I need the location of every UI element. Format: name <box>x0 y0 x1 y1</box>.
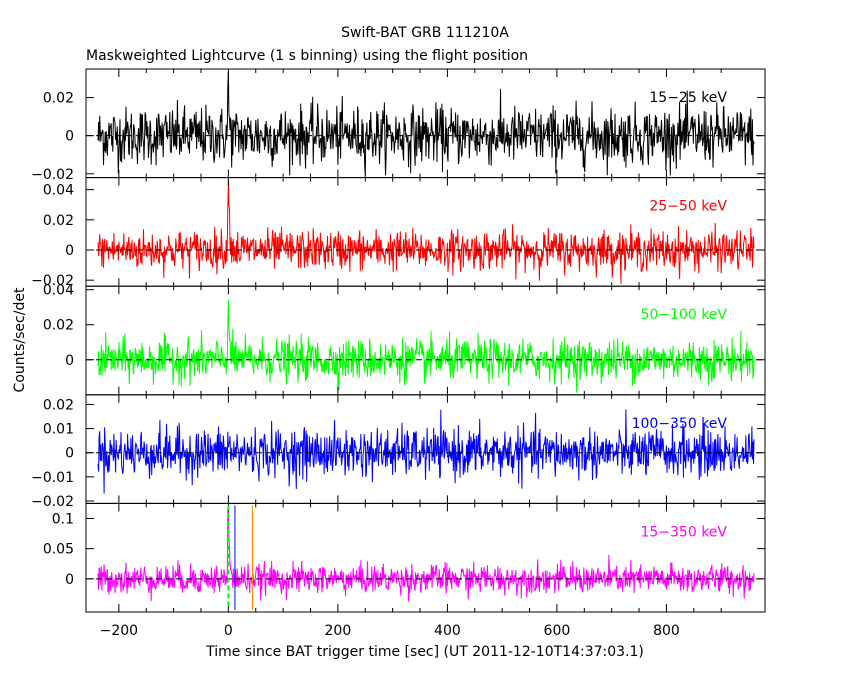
y-tick-label: 0 <box>65 243 74 259</box>
band-label: 15−350 keV <box>640 524 727 540</box>
panels-group: −0.02 0 0.02 15−25 keV −0.02 0 0.02 0.04 25−50 k… <box>31 68 766 639</box>
y-tick-label: 0.02 <box>43 397 74 413</box>
panel-4: −0.02 −0.01 0 0.01 0.02 100−350 keV <box>31 394 766 510</box>
panel-frame <box>85 502 766 613</box>
band-label: 15−25 keV <box>649 90 727 106</box>
series-line-1 <box>97 71 755 176</box>
x-tick-label: 0 <box>224 623 233 639</box>
band-label: 100−350 keV <box>632 416 728 432</box>
panel-3: 0 0.02 0.04 50−100 keV <box>43 283 766 396</box>
y-tick-label: 0.04 <box>43 283 74 299</box>
y-tick-label: 0.04 <box>43 183 74 199</box>
x-tick-label: −200 <box>100 623 138 639</box>
band-label: 25−50 keV <box>649 199 727 215</box>
y-tick-label: −0.02 <box>31 167 74 183</box>
x-tick-label: 600 <box>544 623 571 639</box>
x-tick-label: 400 <box>434 623 461 639</box>
y-tick-label: 0.05 <box>43 542 74 558</box>
y-tick-label: 0.1 <box>52 511 74 527</box>
y-tick-label: 0 <box>65 129 74 145</box>
y-tick-label: 0.02 <box>43 318 74 334</box>
panel-1: −0.02 0 0.02 15−25 keV <box>31 68 766 183</box>
band-label: 50−100 keV <box>640 307 727 323</box>
y-tick-label: −0.02 <box>31 494 74 510</box>
panel-5: 0 0.05 0.1 15−350 keV −200 0 200 400 600 800 <box>43 502 766 639</box>
series-line-3 <box>97 299 755 393</box>
y-tick-label: 0.02 <box>43 91 74 107</box>
series-line-5 <box>97 506 755 602</box>
x-tick-label: 200 <box>325 623 352 639</box>
panel-2: −0.02 0 0.02 0.04 25−50 keV <box>31 177 766 289</box>
y-axis-label: Counts/sec/det <box>12 287 28 392</box>
x-tick-label: 800 <box>653 623 680 639</box>
chart-subtitle: Maskweighted Lightcurve (1 s binning) us… <box>86 48 528 64</box>
x-axis-label: Time since BAT trigger time [sec] (UT 20… <box>205 644 644 660</box>
chart-title: Swift-BAT GRB 111210A <box>341 25 509 41</box>
y-tick-label: 0.01 <box>43 422 74 438</box>
y-tick-label: −0.02 <box>31 273 74 289</box>
y-tick-label: 0.02 <box>43 213 74 229</box>
series-line-2 <box>97 179 755 285</box>
y-tick-label: 0 <box>65 446 74 462</box>
y-tick-label: −0.01 <box>31 470 74 486</box>
y-tick-label: 0 <box>65 353 74 369</box>
y-tick-label: 0 <box>65 572 74 588</box>
series-line-4 <box>97 409 755 494</box>
